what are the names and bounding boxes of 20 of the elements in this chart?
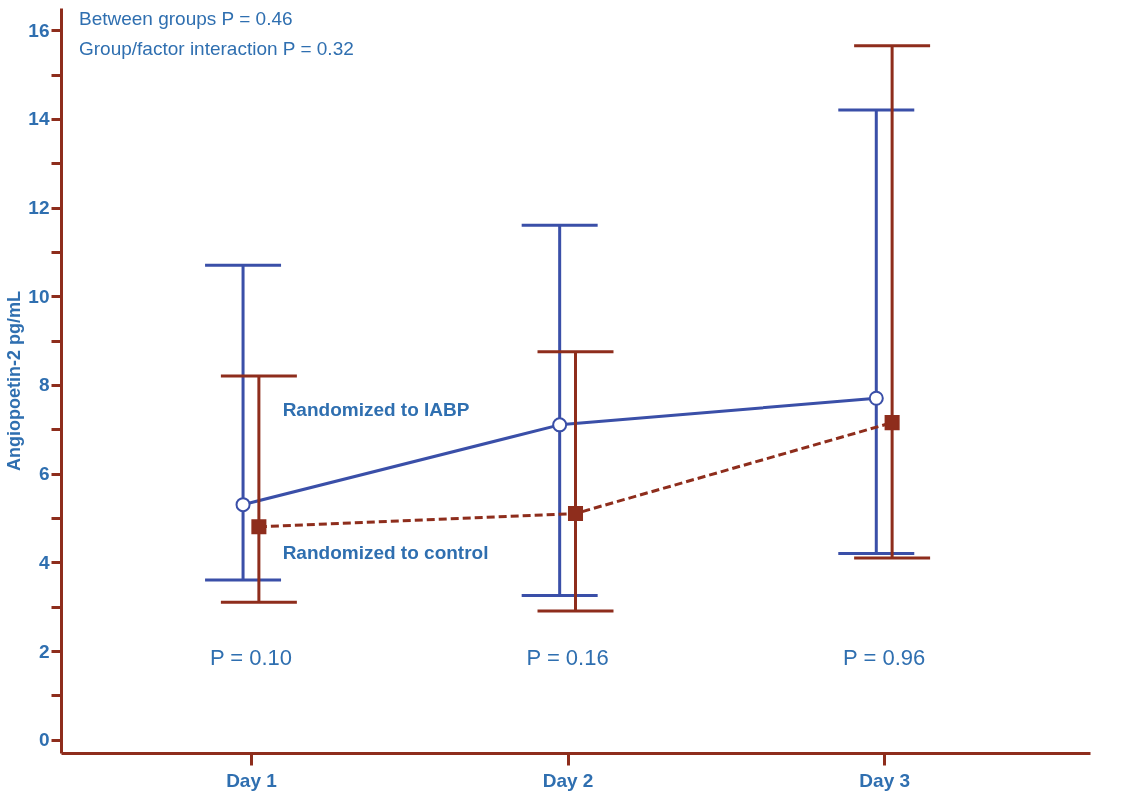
x-tick-label: Day 1 (226, 769, 278, 791)
annotation: Group/factor interaction P = 0.32 (79, 38, 354, 59)
y-tick-label: 4 (38, 551, 50, 573)
x-tick-label: Day 3 (859, 769, 911, 791)
annotation: P = 0.10 (209, 645, 293, 670)
series-label: Randomized to control (282, 541, 489, 563)
y-tick-label: 10 (28, 285, 50, 307)
y-tick-label: 2 (38, 640, 50, 662)
series-label: Randomized to IABP (282, 398, 470, 420)
y-axis-title: Angiopoetin-2 pg/mL (4, 291, 25, 471)
y-tick-label: 0 (38, 729, 50, 751)
y-tick-label: 16 (28, 19, 50, 41)
annotation: Between groups P = 0.46 (79, 8, 293, 29)
y-tick-label: 8 (38, 374, 50, 396)
annotation: P = 0.96 (843, 645, 926, 670)
x-tick-label: Day 2 (542, 769, 594, 791)
y-tick-label: 12 (28, 197, 50, 219)
y-tick-label: 6 (38, 463, 50, 485)
annotation: P = 0.16 (526, 645, 609, 670)
y-tick-label: 14 (28, 108, 50, 130)
